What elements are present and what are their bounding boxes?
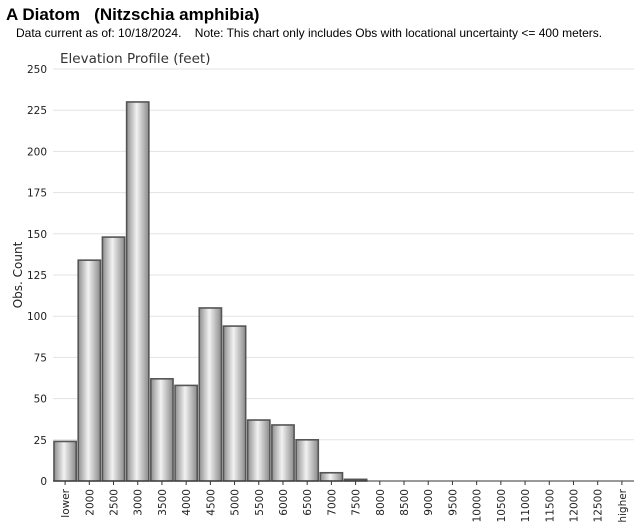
x-tick-label: 7000 bbox=[326, 489, 338, 516]
y-tick-label: 0 bbox=[40, 476, 47, 488]
data-note: Data current as of: 10/18/2024. Note: Th… bbox=[16, 26, 603, 40]
x-tick-label: 8500 bbox=[399, 489, 411, 516]
grid-lines bbox=[53, 68, 634, 441]
x-tick-label: lower bbox=[60, 488, 72, 517]
x-tick-label: 8000 bbox=[375, 489, 387, 516]
y-ticks: 0 25 50 75 100 125 150 175 200 225 250 bbox=[27, 64, 47, 488]
y-tick-label: 125 bbox=[27, 270, 47, 282]
y-tick-label: 150 bbox=[27, 229, 47, 241]
bar-3000 bbox=[125, 101, 150, 482]
x-tick-label: 12000 bbox=[568, 489, 580, 522]
x-tick-label: 11500 bbox=[544, 489, 556, 522]
y-tick-label: 25 bbox=[34, 435, 47, 447]
x-tick-label: 4000 bbox=[181, 489, 193, 516]
bar-2500 bbox=[101, 236, 126, 482]
x-tick-label: 2000 bbox=[84, 489, 96, 516]
y-axis-label: Obs. Count bbox=[11, 241, 25, 308]
y-tick-label: 75 bbox=[34, 352, 47, 364]
x-tick-label: 10500 bbox=[496, 489, 508, 522]
y-tick-label: 100 bbox=[27, 311, 47, 323]
chart-title: Elevation Profile (feet) bbox=[60, 51, 210, 67]
bar-4500 bbox=[198, 307, 223, 482]
x-tick-label: 4500 bbox=[205, 489, 217, 516]
x-tick-label: 5000 bbox=[230, 489, 242, 516]
x-tick-label: 10000 bbox=[472, 489, 484, 522]
x-tick-label: 5500 bbox=[254, 489, 266, 516]
bars bbox=[53, 101, 368, 482]
bar-5500 bbox=[246, 419, 271, 482]
x-tick-label: 2500 bbox=[109, 489, 121, 516]
x-tick-label: 11000 bbox=[520, 489, 532, 522]
x-ticks: lower 2000 2500 3000 3500 4000 4500 5000 5500 600… bbox=[60, 481, 629, 523]
x-tick-label: 3500 bbox=[157, 489, 169, 516]
x-tick-label: 7500 bbox=[351, 489, 363, 516]
bar-lower bbox=[53, 440, 78, 482]
y-tick-label: 200 bbox=[27, 146, 47, 158]
bar-6000 bbox=[271, 424, 295, 482]
y-tick-label: 225 bbox=[27, 105, 47, 117]
x-tick-label: 9500 bbox=[447, 489, 459, 516]
bar-3500 bbox=[150, 378, 174, 482]
bar-6500 bbox=[295, 438, 320, 482]
x-tick-label: 12500 bbox=[593, 489, 605, 522]
x-tick-label: 6000 bbox=[278, 489, 290, 516]
page-title: A Diatom (Nitzschia amphibia) bbox=[6, 5, 260, 24]
bar-2000 bbox=[77, 259, 102, 482]
y-tick-label: 175 bbox=[27, 188, 47, 200]
y-tick-label: 250 bbox=[27, 64, 47, 76]
bar-5000 bbox=[222, 325, 247, 482]
y-tick-label: 50 bbox=[34, 394, 47, 406]
bar-4000 bbox=[174, 384, 199, 482]
bar-7000 bbox=[319, 471, 344, 482]
x-tick-label: 3000 bbox=[133, 489, 145, 516]
x-tick-label: 6500 bbox=[302, 489, 314, 516]
x-tick-label: higher bbox=[617, 488, 629, 522]
x-tick-label: 9000 bbox=[423, 489, 435, 516]
